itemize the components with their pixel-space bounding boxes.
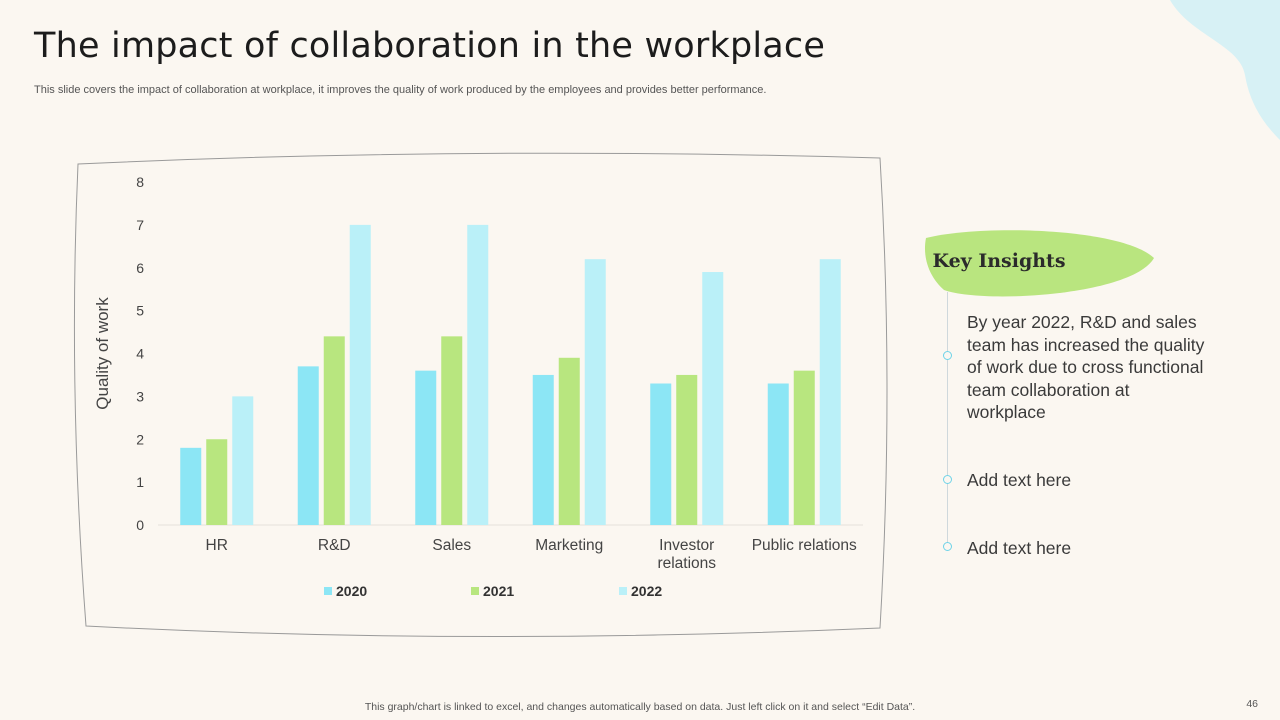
bar-2021	[676, 374, 698, 525]
legend-swatch-2021	[471, 587, 479, 595]
x-tick-label: Investor	[659, 537, 714, 554]
page-subtitle: This slide covers the impact of collabor…	[34, 84, 767, 96]
timeline-dot	[943, 475, 952, 484]
timeline-dot	[943, 542, 952, 551]
legend-label-2020: 2020	[336, 583, 367, 599]
chart-border	[73, 152, 888, 638]
x-tick-label: R&D	[318, 537, 351, 554]
bar-2020	[180, 447, 202, 525]
bar-2022	[232, 396, 254, 525]
bar-2021	[206, 439, 228, 525]
page-title: The impact of collaboration in the workp…	[34, 26, 826, 66]
y-tick-label: 7	[136, 217, 144, 233]
bar-2021	[793, 370, 815, 525]
y-tick-label: 5	[136, 303, 144, 319]
bar-2022	[467, 224, 489, 525]
bar-2020	[767, 383, 789, 525]
legend-swatch-2020	[324, 587, 332, 595]
x-tick-label: HR	[206, 537, 228, 554]
x-tick-label: Marketing	[535, 537, 603, 554]
decorative-corner-blob	[1170, 0, 1280, 140]
bar-2020	[297, 366, 319, 525]
timeline-dot	[943, 351, 952, 360]
y-tick-label: 0	[136, 517, 144, 533]
bar-2020	[415, 370, 437, 525]
key-insights-heading: Key Insights	[932, 250, 1066, 272]
bar-2022	[349, 224, 371, 525]
y-tick-label: 6	[136, 260, 144, 276]
bar-2020	[650, 383, 672, 525]
chart-frame: 0 1 2 3 4 5 6 7 8 Quality of work HR R&D Sales Market…	[68, 150, 890, 640]
insight-text-2: Add text here	[967, 470, 1072, 490]
bar-2021	[558, 357, 580, 525]
legend-swatch-2022	[619, 587, 627, 595]
bar-chart[interactable]: 0 1 2 3 4 5 6 7 8 Quality of work HR R&D Sales Market…	[68, 150, 890, 640]
y-axis-label: Quality of work	[93, 297, 112, 410]
insight-text-1: By year 2022, R&D and sales team has inc…	[967, 312, 1205, 422]
y-tick-label: 8	[136, 174, 144, 190]
x-tick-label: Sales	[432, 537, 471, 554]
key-insights-pill	[924, 230, 1154, 297]
y-tick-label: 1	[136, 474, 144, 490]
y-tick-label: 2	[136, 431, 144, 447]
bar-2021	[323, 336, 345, 525]
footer-note: This graph/chart is linked to excel, and…	[364, 701, 916, 713]
insight-text-3: Add text here	[967, 538, 1072, 558]
bar-2020	[532, 374, 554, 525]
page-number: 46	[1246, 698, 1258, 710]
legend-label-2021: 2021	[483, 583, 514, 599]
x-tick-label: Public relations	[752, 537, 857, 554]
bar-2021	[441, 336, 463, 525]
bar-2022	[702, 272, 724, 525]
bar-2022	[819, 259, 841, 525]
x-tick-label: relations	[657, 555, 716, 572]
y-tick-label: 3	[136, 388, 144, 404]
bar-2022	[584, 259, 606, 525]
insights-timeline	[947, 292, 948, 550]
legend-label-2022: 2022	[631, 583, 662, 599]
y-tick-label: 4	[136, 346, 144, 362]
